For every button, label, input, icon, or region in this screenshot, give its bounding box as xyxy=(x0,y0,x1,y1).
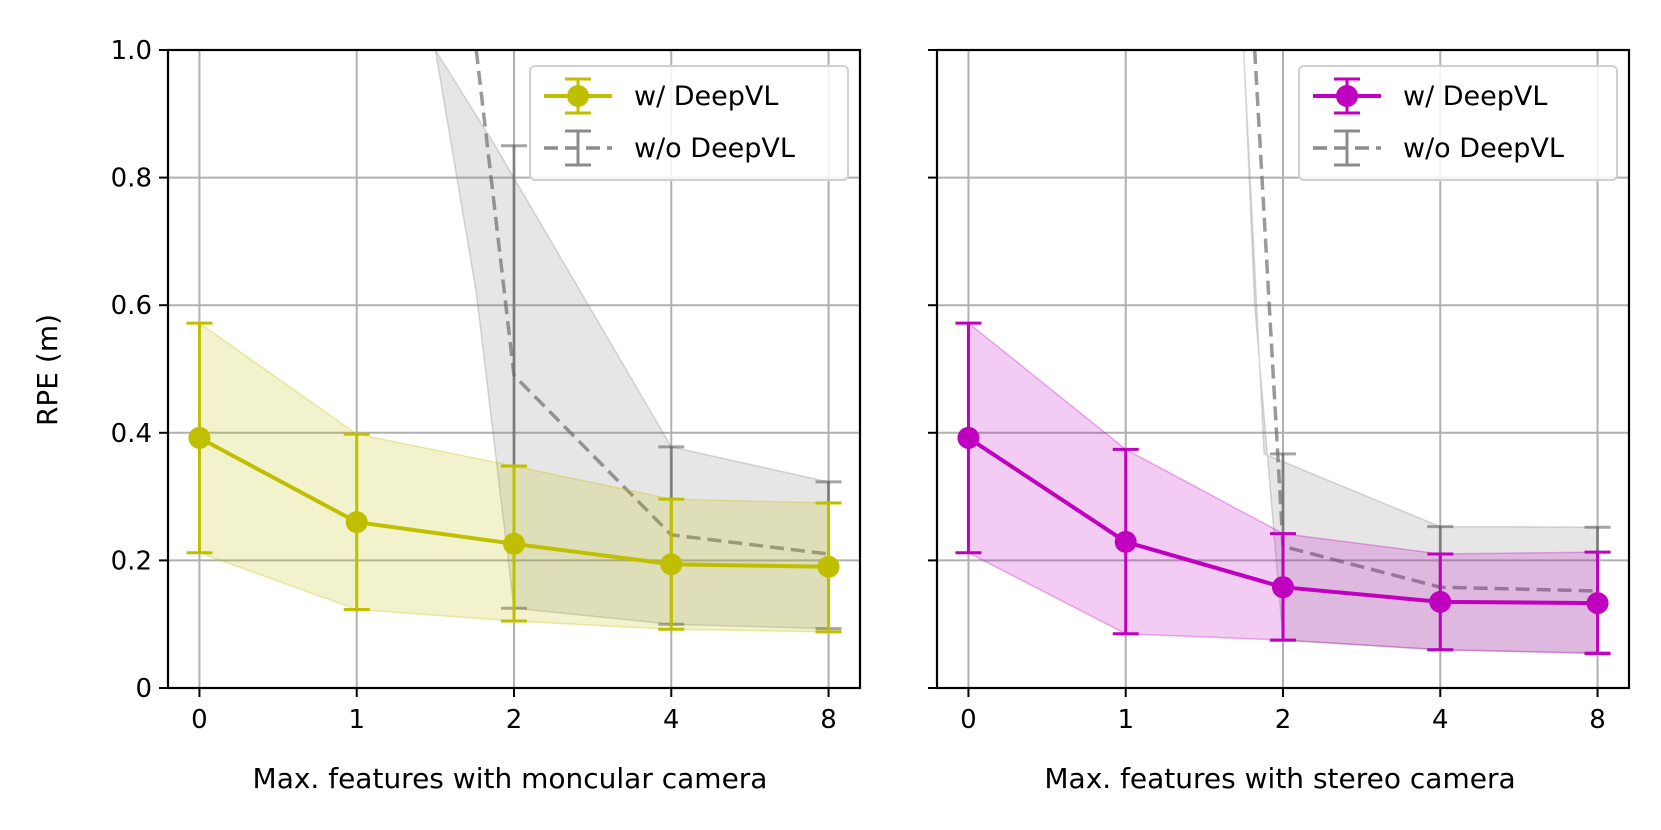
y-tick-label: 0.4 xyxy=(111,419,152,449)
data-point xyxy=(1429,590,1452,613)
x-tick-label: 1 xyxy=(1117,705,1134,735)
plot-clip-area: 0 0.2 0.4 0.6 0.8 1.0 0 1 2 4 8 xyxy=(111,36,862,735)
legend-label: w/ DeepVL xyxy=(1403,81,1547,112)
data-point xyxy=(188,426,211,449)
x-tick-label: 1 xyxy=(348,705,365,735)
plot-clip-area: 0 1 2 4 8 xyxy=(928,48,1631,735)
series-line xyxy=(474,50,829,556)
data-point xyxy=(1272,576,1294,599)
x-axis-label: Max. features with stereo camera xyxy=(1044,762,1515,795)
data-point xyxy=(345,511,368,534)
data-point xyxy=(1586,592,1609,615)
y-tick-label: 0.8 xyxy=(111,164,152,194)
panel-stereo: 0 1 2 4 8 w/ DeepVL w/o DeepVL Max. features … xyxy=(928,48,1631,795)
series-group xyxy=(955,50,1611,656)
x-tick-label: 2 xyxy=(506,705,523,735)
y-tick-label: 0 xyxy=(135,674,152,704)
x-tick-label: 2 xyxy=(1275,705,1292,735)
y-tick-label: 1.0 xyxy=(111,36,152,66)
x-tick-label: 4 xyxy=(663,705,680,735)
x-tick-label: 8 xyxy=(820,705,837,735)
panel-monocular: 0 0.2 0.4 0.6 0.8 1.0 0 1 2 4 8 w/ DeepVL w/o DeepV… xyxy=(111,36,862,795)
data-point xyxy=(957,426,980,449)
legend: w/ DeepVL w/o DeepVL xyxy=(1298,65,1618,181)
series-group xyxy=(186,50,842,634)
data-point xyxy=(817,555,840,578)
data-point xyxy=(503,532,525,555)
series-line xyxy=(1252,50,1598,593)
x-axis-label: Max. features with moncular camera xyxy=(253,762,768,795)
legend-label: w/o DeepVL xyxy=(634,133,795,164)
data-point xyxy=(1114,530,1137,553)
y-tick-label: 0.6 xyxy=(111,291,152,321)
legend: w/ DeepVL w/o DeepVL xyxy=(529,65,849,181)
y-tick-label: 0.2 xyxy=(111,546,152,576)
x-tick-label: 0 xyxy=(191,705,208,735)
x-tick-label: 8 xyxy=(1589,705,1606,735)
data-point xyxy=(660,553,683,576)
x-tick-label: 0 xyxy=(960,705,977,735)
y-axis-label: RPE (m) xyxy=(31,314,64,426)
legend-label: w/ DeepVL xyxy=(634,81,778,112)
legend-label: w/o DeepVL xyxy=(1403,133,1564,164)
x-tick-label: 4 xyxy=(1432,705,1449,735)
